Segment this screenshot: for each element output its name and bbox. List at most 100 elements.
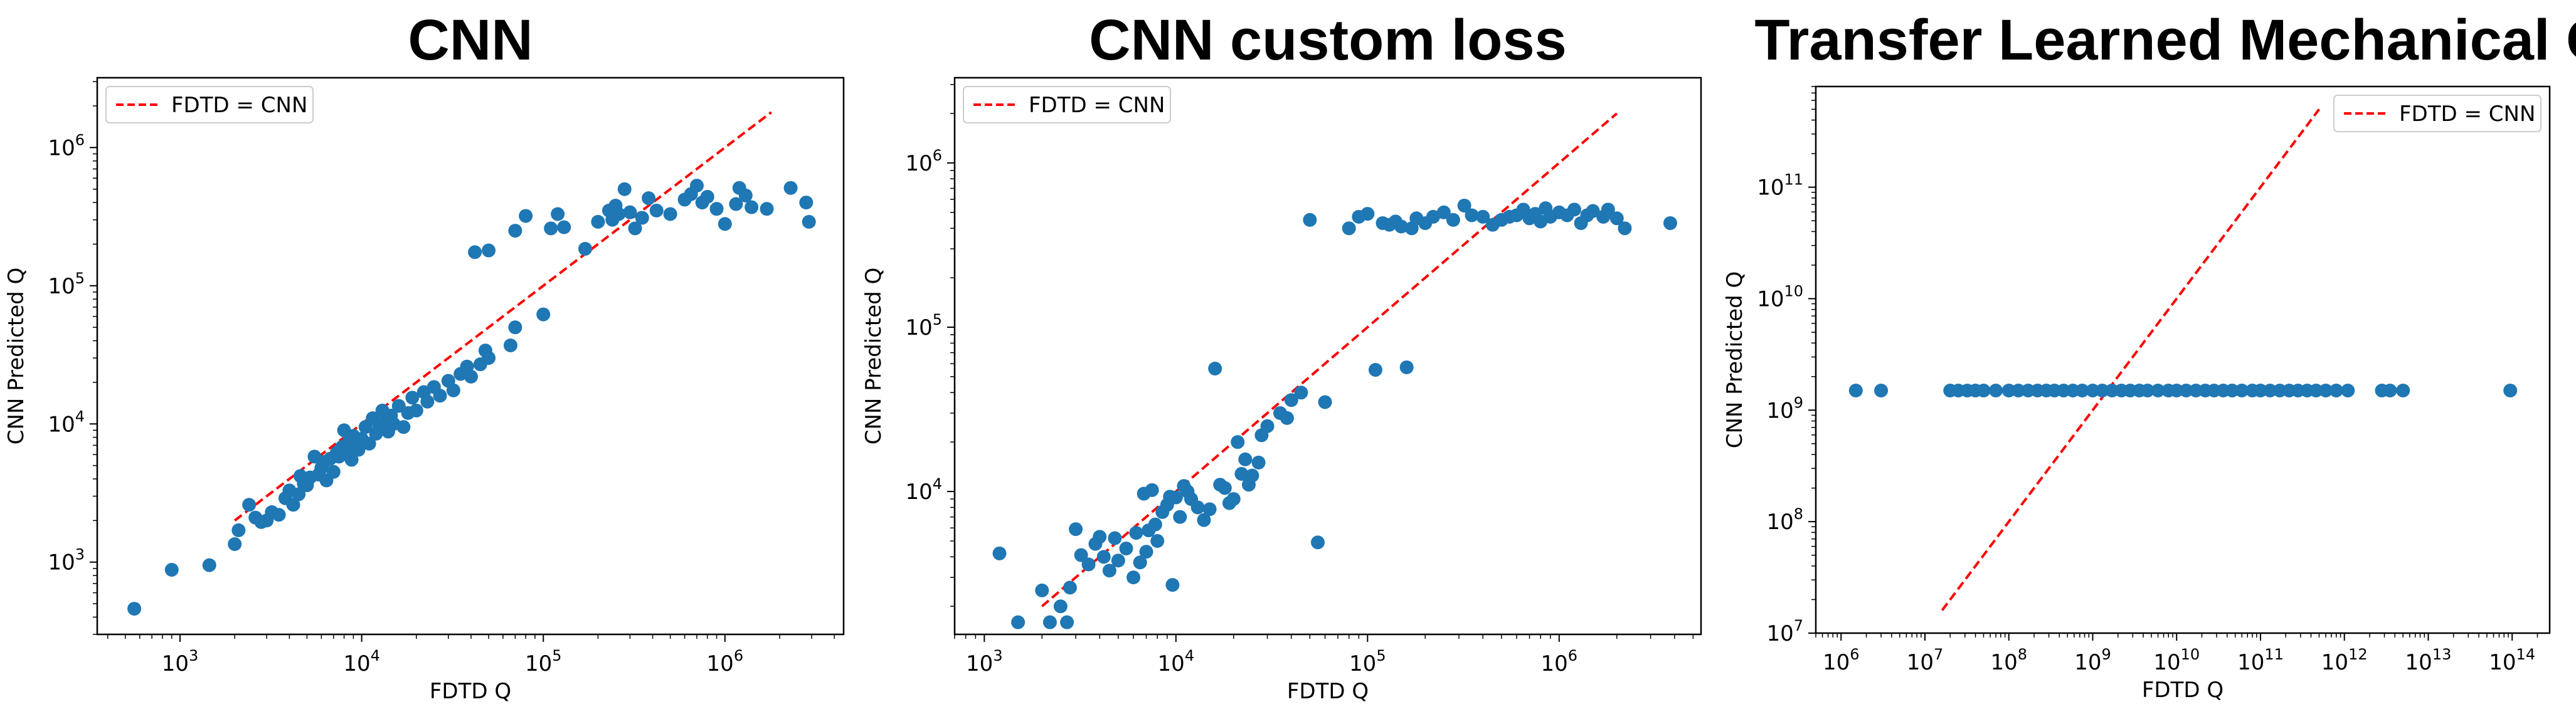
data-point <box>1567 202 1582 217</box>
plot-area <box>127 111 816 616</box>
legend-label: FDTD = CNN <box>171 93 307 118</box>
data-point <box>231 523 246 537</box>
text-span: 10 <box>162 651 189 676</box>
y-tick-label: 106 <box>48 131 85 160</box>
text-span: 10 <box>2153 650 2180 675</box>
data-point <box>1663 216 1677 230</box>
data-point <box>405 391 420 405</box>
text-span: 6 <box>1850 646 1859 663</box>
text-span: 7 <box>1794 617 1803 634</box>
data-point <box>709 202 724 216</box>
text-span: 14 <box>2516 646 2536 663</box>
data-point <box>1368 363 1382 377</box>
data-point <box>536 307 551 322</box>
data-point <box>1173 510 1187 524</box>
data-point <box>344 453 359 467</box>
data-point <box>1311 535 1325 550</box>
axes-frame <box>1815 85 2551 634</box>
data-point <box>1989 383 2003 397</box>
text-span: 10 <box>2181 646 2200 663</box>
x-tick-label: 109 <box>2074 646 2111 675</box>
data-point <box>1226 492 1241 506</box>
data-point <box>1096 550 1111 564</box>
data-point <box>1976 383 1991 397</box>
data-point <box>2341 383 2355 397</box>
text-span: 9 <box>2101 646 2111 663</box>
data-point <box>164 562 179 577</box>
text-span: 10 <box>1757 286 1784 312</box>
data-point <box>508 224 522 238</box>
x-tick-label: 106 <box>1823 646 1860 675</box>
data-point <box>503 339 517 353</box>
data-point <box>1318 395 1332 409</box>
text-span: FDTD = CNN <box>171 93 307 118</box>
plot-area <box>992 112 1677 629</box>
legend-label: FDTD = CNN <box>1029 93 1165 118</box>
data-point <box>1053 599 1068 614</box>
data-point <box>612 207 626 221</box>
data-point <box>689 179 704 193</box>
plot-area <box>1848 108 2518 611</box>
data-point <box>396 420 411 434</box>
x-tick-label: 106 <box>707 647 744 676</box>
data-point <box>326 464 341 479</box>
text-span: 11 <box>1784 171 1803 189</box>
text-span: 11 <box>2264 646 2284 663</box>
data-point <box>745 200 759 214</box>
text-span: 10 <box>1784 282 1803 300</box>
text-span: 10 <box>966 651 993 676</box>
data-point <box>202 558 216 572</box>
data-point <box>1133 555 1147 570</box>
data-point <box>1303 213 1317 227</box>
data-point <box>1284 393 1298 407</box>
data-point <box>420 394 435 409</box>
data-point <box>1111 554 1125 568</box>
x-axis-label: FDTD Q <box>2142 678 2224 703</box>
data-point <box>519 209 533 223</box>
data-point <box>551 207 565 221</box>
text-span: 6 <box>75 131 85 149</box>
legend-box <box>2333 95 2542 132</box>
data-point <box>2263 383 2277 397</box>
text-span: 10 <box>707 651 734 676</box>
x-tick-label: 1010 <box>2153 646 2200 675</box>
text-span: 12 <box>2348 646 2368 663</box>
data-point <box>351 443 366 457</box>
data-point <box>1609 211 1624 226</box>
reference-line <box>1041 112 1618 607</box>
text-span: 10 <box>1158 651 1185 676</box>
data-point <box>623 205 637 219</box>
data-point <box>1217 481 1232 495</box>
x-tick-label: 1014 <box>2489 646 2535 675</box>
x-axis-label: FDTD Q <box>1287 679 1369 704</box>
legend: FDTD = CNN <box>963 86 1171 123</box>
x-tick-label: 107 <box>1907 646 1944 675</box>
y-tick-label: 107 <box>1766 617 1803 646</box>
data-point <box>700 189 714 204</box>
text-span: FDTD Q <box>430 679 511 704</box>
data-point <box>1394 219 1409 234</box>
x-tick-label: 103 <box>966 647 1003 676</box>
data-point <box>2503 383 2518 397</box>
data-point <box>1108 531 1122 545</box>
text-span: 9 <box>1794 394 1803 411</box>
text-span: 4 <box>371 647 380 664</box>
data-point <box>446 383 460 397</box>
text-span: 5 <box>933 311 942 328</box>
text-span: 10 <box>1349 651 1376 676</box>
text-span: FDTD = CNN <box>2399 102 2535 127</box>
y-tick-label: 106 <box>905 147 942 176</box>
data-point <box>1129 526 1143 540</box>
legend: FDTD = CNN <box>105 86 314 123</box>
text-span: 10 <box>1823 650 1850 675</box>
data-point <box>1119 541 1133 555</box>
text-span: 10 <box>48 412 75 437</box>
chart-title: CNN custom loss <box>1089 8 1567 72</box>
text-span: 10 <box>905 480 932 505</box>
data-point <box>1874 383 1889 397</box>
text-span: 10 <box>48 135 75 160</box>
y-tick-label: 104 <box>48 407 85 437</box>
legend-box <box>963 86 1171 123</box>
data-point <box>127 602 142 616</box>
